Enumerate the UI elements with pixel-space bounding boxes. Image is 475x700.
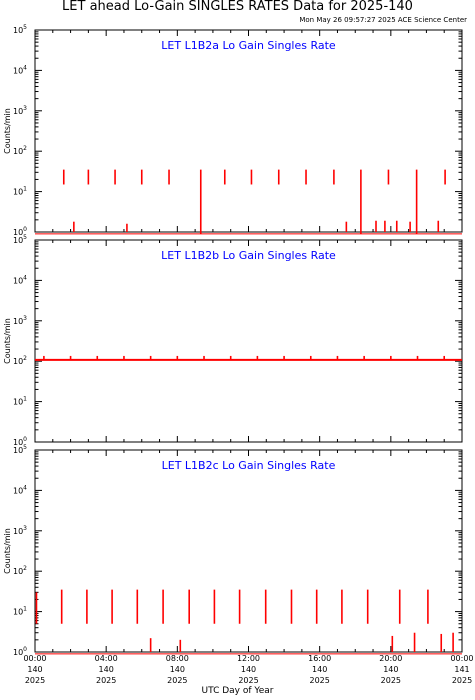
y-tick-label: 101 xyxy=(13,606,27,617)
y-tick-label: 101 xyxy=(13,186,27,197)
x-tick-label: 04:00 xyxy=(95,654,118,663)
x-tick-label: 2025 xyxy=(167,676,187,685)
x-axis-title: UTC Day of Year xyxy=(201,686,274,696)
x-tick-label: 08:00 xyxy=(166,654,189,663)
y-tick-label: 105 xyxy=(13,24,27,35)
x-tick-label: 2025 xyxy=(309,676,329,685)
x-tick-label: 2025 xyxy=(381,676,401,685)
x-tick-label: 141 xyxy=(454,665,469,674)
x-tick-label: 140 xyxy=(170,665,185,674)
plot-frame xyxy=(34,239,463,443)
y-tick-label: 100 xyxy=(13,226,27,237)
y-tick-label: 100 xyxy=(13,436,27,447)
plot-frame xyxy=(34,29,463,233)
x-tick-label: 140 xyxy=(99,665,114,674)
y-tick-label: 100 xyxy=(13,646,27,657)
y-tick-label: 102 xyxy=(13,145,27,156)
panel-title: LET L1B2c Lo Gain Singles Rate xyxy=(162,459,336,472)
y-tick-label: 105 xyxy=(13,234,27,245)
y-tick-label: 104 xyxy=(13,274,27,285)
panel-title: LET L1B2b Lo Gain Singles Rate xyxy=(161,249,336,262)
x-tick-label: 2025 xyxy=(452,676,472,685)
panel-title: LET L1B2a Lo Gain Singles Rate xyxy=(161,39,336,52)
x-tick-label: 140 xyxy=(383,665,398,674)
y-axis-label: Counts/min xyxy=(3,528,12,574)
y-axis-label: Counts/min xyxy=(3,318,12,364)
x-tick-label: 00:00 xyxy=(450,654,473,663)
y-tick-label: 102 xyxy=(13,565,27,576)
x-tick-label: 140 xyxy=(241,665,256,674)
y-tick-label: 102 xyxy=(13,355,27,366)
y-tick-label: 103 xyxy=(13,105,27,116)
x-tick-label: 2025 xyxy=(96,676,116,685)
y-tick-label: 103 xyxy=(13,525,27,536)
y-tick-label: 101 xyxy=(13,396,27,407)
x-tick-label: 2025 xyxy=(25,676,45,685)
y-axis-label: Counts/min xyxy=(3,108,12,154)
x-tick-label: 140 xyxy=(27,665,42,674)
x-tick-label: 00:00 xyxy=(23,654,46,663)
y-tick-label: 104 xyxy=(13,484,27,495)
x-tick-label: 16:00 xyxy=(308,654,331,663)
y-tick-label: 105 xyxy=(13,444,27,455)
y-tick-label: 104 xyxy=(13,64,27,75)
chart-panel-2: 100 101 102 103 104 105 Counts/min LET L1B2b Lo… xyxy=(3,234,463,447)
x-tick-label: 20:00 xyxy=(379,654,402,663)
generation-timestamp: Mon May 26 09:57:27 2025 ACE Science Cen… xyxy=(299,16,467,24)
x-tick-label: 2025 xyxy=(238,676,258,685)
chart-main-title: LET ahead Lo-Gain SINGLES RATES Data for… xyxy=(62,0,413,14)
plot-frame xyxy=(34,449,463,653)
y-tick-label: 103 xyxy=(13,315,27,326)
x-tick-label: 12:00 xyxy=(237,654,260,663)
x-tick-label: 140 xyxy=(312,665,327,674)
chart-panel-1: 100 101 102 103 104 105 Counts/min LET L1B2a Lo… xyxy=(3,24,463,237)
chart-panel-3: 100 101 102 103 104 105 Counts/min LET L1B2c Lo… xyxy=(3,444,474,685)
